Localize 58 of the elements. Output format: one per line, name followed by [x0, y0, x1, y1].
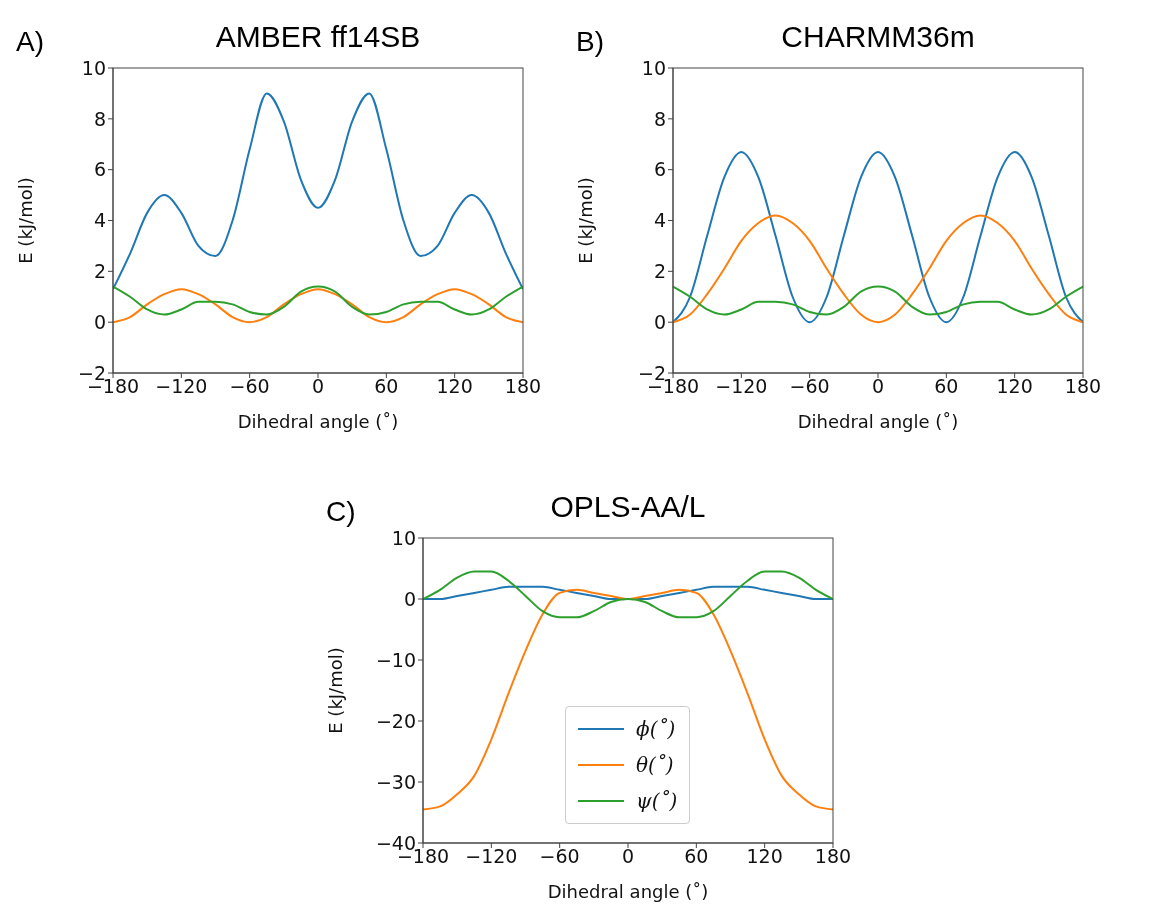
- x-tick-label: −120: [465, 845, 518, 868]
- x-tick-label: 180: [1064, 375, 1102, 398]
- y-axis-title: E (kJ/mol): [575, 177, 597, 264]
- line-series: [113, 288, 523, 324]
- y-tick-label: 4: [653, 209, 666, 232]
- x-tick-label: 60: [934, 375, 959, 398]
- x-axis-title: Dihedral angle (˚): [797, 411, 959, 432]
- x-tick-label: −120: [715, 375, 768, 398]
- y-tick-label: 10: [81, 56, 106, 79]
- y-tick-label: 6: [653, 158, 666, 181]
- x-tick-label: 60: [374, 375, 399, 398]
- chart-title: CHARMM36m: [780, 20, 976, 54]
- line-series: [423, 570, 833, 619]
- x-axis-title: Dihedral angle (˚): [547, 881, 709, 902]
- line-series: [673, 214, 1083, 324]
- x-tick-label: −60: [789, 375, 830, 398]
- y-tick-label: 10: [641, 56, 666, 79]
- line-series: [673, 150, 1083, 324]
- line-series: [673, 285, 1083, 316]
- y-tick-label: 2: [653, 260, 666, 283]
- text: C): [326, 496, 356, 528]
- y-tick-label: 4: [93, 209, 106, 232]
- y-tick-label: 0: [403, 587, 416, 610]
- x-tick-label: 180: [504, 375, 542, 398]
- line-series: [423, 585, 833, 600]
- y-axis-title: E (kJ/mol): [325, 647, 347, 734]
- line-series: [113, 285, 523, 316]
- y-tick-label: −30: [375, 770, 416, 793]
- x-tick-label: −120: [155, 375, 208, 398]
- y-tick-label: −10: [375, 648, 416, 671]
- text: B): [576, 26, 604, 58]
- y-tick-label: 10: [391, 526, 416, 549]
- legend-label: ϕ(˚): [636, 717, 676, 741]
- legend-label: θ(˚): [636, 753, 674, 777]
- legend-label: ψ(˚): [636, 789, 678, 813]
- y-axis-title: E (kJ/mol): [15, 177, 37, 264]
- chart-title: OPLS-AA/L: [549, 490, 707, 524]
- x-tick-label: 0: [311, 375, 325, 398]
- y-tick-label: −20: [375, 709, 416, 732]
- y-tick-label: 0: [93, 310, 106, 333]
- x-tick-label: −60: [539, 845, 580, 868]
- x-tick-label: 180: [814, 845, 852, 868]
- y-tick-label: 6: [93, 158, 106, 181]
- y-tick-label: 0: [653, 310, 666, 333]
- text: A): [16, 26, 44, 58]
- x-tick-label: 120: [436, 375, 473, 398]
- y-tick-label: 8: [653, 107, 666, 130]
- y-tick-label: 8: [93, 107, 106, 130]
- x-tick-label: −60: [229, 375, 270, 398]
- x-tick-label: 60: [684, 845, 709, 868]
- chart-title: AMBER ff14SB: [214, 20, 422, 54]
- line-series: [423, 588, 833, 811]
- x-axis-title: Dihedral angle (˚): [237, 411, 399, 432]
- x-tick-label: 0: [871, 375, 885, 398]
- y-tick-label: 2: [93, 260, 106, 283]
- x-tick-label: 0: [621, 845, 635, 868]
- x-tick-label: 120: [996, 375, 1033, 398]
- x-tick-label: 120: [746, 845, 783, 868]
